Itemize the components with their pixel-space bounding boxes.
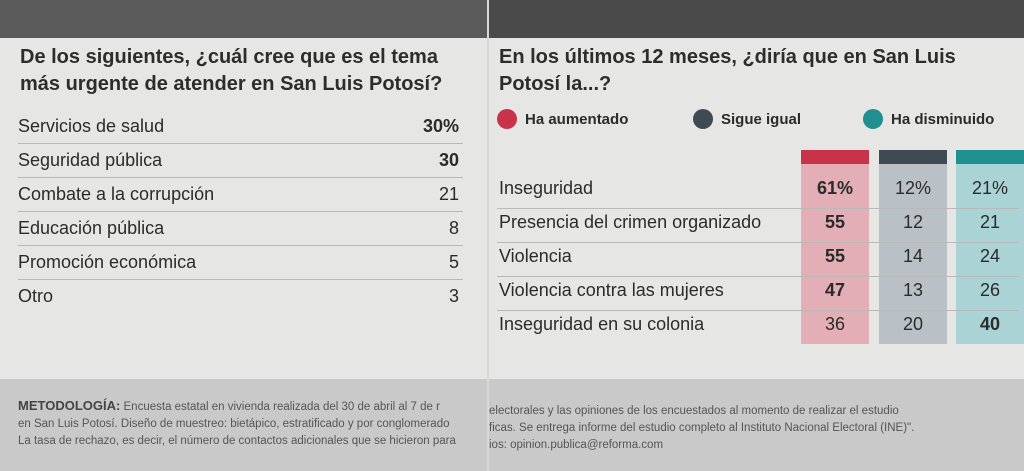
data-label: 55: [824, 246, 846, 266]
legend-dot-icon: [863, 109, 883, 129]
row-label: Inseguridad en su colonia: [499, 314, 705, 334]
column-2: [956, 150, 1024, 344]
methodology-lead: METODOLOGÍA:: [18, 398, 121, 413]
right-footer: electorales y las opiniones de los encue…: [489, 379, 1024, 471]
footer-line-1: Encuesta estatal en vivienda realizada d…: [123, 401, 440, 413]
row-label: Presencia del crimen organizado: [499, 212, 762, 232]
table-row: Otro 3: [18, 280, 463, 313]
right-question: En los últimos 12 meses, ¿diría que en S…: [499, 46, 956, 95]
left-table: Servicios de salud 30% Seguridad pública 30…: [18, 110, 463, 313]
legend-item: Sigue igual: [693, 109, 801, 129]
table-row: Servicios de salud 30%: [18, 110, 463, 144]
data-label: 24: [979, 246, 1001, 266]
footer-line-2: en San Luis Potosí. Diseño de muestreo: …: [18, 418, 450, 430]
table-row: Seguridad pública 30: [18, 144, 463, 178]
data-label: 21%: [971, 178, 1009, 198]
row-label: Promoción económica: [18, 252, 197, 272]
row-divider: [497, 242, 1019, 243]
column-background: [956, 164, 1024, 344]
row-label: Combate a la corrupción: [18, 184, 215, 204]
legend-label: Sigue igual: [721, 110, 802, 128]
row-divider: [497, 276, 1019, 277]
legend-label: Ha aumentado: [525, 110, 629, 128]
footer-line-2: ficas. Se entrega informe del estudio co…: [489, 422, 915, 434]
data-label: 20: [902, 314, 924, 334]
data-label: 12: [902, 212, 924, 232]
row-divider: [497, 208, 1019, 209]
top-bar: [0, 0, 487, 38]
column-0: [801, 150, 869, 344]
row-value: 30%: [422, 116, 459, 136]
data-label: 14: [902, 246, 924, 266]
data-label: 21: [979, 212, 1001, 232]
data-label: 26: [979, 280, 1001, 300]
row-label: Violencia: [499, 246, 572, 266]
data-label: 36: [824, 314, 846, 334]
table-row: Educación pública 8: [18, 212, 463, 246]
footer-line-3: ios: opinion.publica@reforma.com: [489, 439, 664, 451]
column-1: [879, 150, 947, 344]
legend-label: Ha disminuido: [891, 110, 995, 128]
footer-line-3: La tasa de rechazo, es decir, el número …: [18, 435, 456, 447]
data-label: 40: [979, 314, 1001, 334]
row-label: Violencia contra las mujeres: [499, 280, 724, 300]
row-divider: [497, 310, 1019, 311]
column-header-bar: [801, 150, 869, 164]
legend-dot-icon: [693, 109, 713, 129]
legend-item: Ha disminuido: [863, 109, 994, 129]
top-bar: [489, 0, 1024, 38]
row-value: 30: [438, 150, 459, 170]
legend: Ha aumentado Sigue igual Ha disminuido: [497, 109, 1022, 133]
data-label: 12%: [894, 178, 932, 198]
row-value: 8: [448, 218, 459, 238]
row-label: Inseguridad: [499, 178, 594, 198]
footer-line-1: electorales y las opiniones de los encue…: [489, 405, 899, 417]
data-label: 61%: [816, 178, 854, 198]
row-label: Seguridad pública: [18, 150, 163, 170]
legend-dot-icon: [497, 109, 517, 129]
column-header-bar: [879, 150, 947, 164]
left-panel: De los siguientes, ¿cuál cree que es el …: [0, 0, 487, 471]
column-header-bar: [956, 150, 1024, 164]
table-row: Promoción económica 5: [18, 246, 463, 280]
legend-item: Ha aumentado: [497, 109, 628, 129]
table-row: Combate a la corrupción 21: [18, 178, 463, 212]
left-question: De los siguientes, ¿cuál cree que es el …: [20, 46, 443, 95]
row-value: 3: [448, 286, 459, 306]
row-label: Educación pública: [18, 218, 165, 238]
data-label: 47: [824, 280, 846, 300]
column-background: [801, 164, 869, 344]
column-background: [879, 164, 947, 344]
row-label: Otro: [18, 286, 54, 306]
data-label: 55: [824, 212, 846, 232]
row-value: 5: [448, 252, 459, 272]
left-footer: METODOLOGÍA: Encuesta estatal en viviend…: [0, 379, 487, 471]
row-label: Servicios de salud: [18, 116, 165, 136]
row-value: 21: [438, 184, 459, 204]
data-label: 13: [902, 280, 924, 300]
right-panel: En los últimos 12 meses, ¿diría que en S…: [489, 0, 1024, 471]
